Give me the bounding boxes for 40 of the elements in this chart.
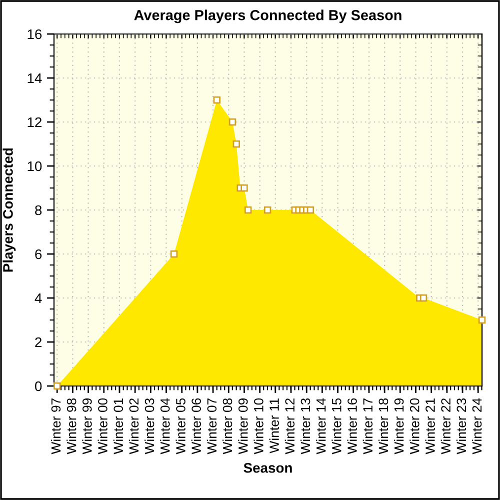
x-tick-label: Winter 01 <box>113 398 124 454</box>
x-tick-label: Winter 24 <box>472 398 482 454</box>
x-tick-label: Winter 18 <box>378 398 388 454</box>
y-tick-label: 14 <box>28 73 42 84</box>
y-tick-label: 6 <box>35 249 42 260</box>
y-tick-label: 10 <box>28 161 42 172</box>
x-tick-label: Winter 07 <box>206 398 217 454</box>
x-tick-label: Winter 17 <box>362 398 373 454</box>
x-tick-label: Winter 23 <box>456 398 466 454</box>
x-tick-label: Winter 14 <box>316 398 326 454</box>
x-axis-title: Season <box>244 462 292 473</box>
y-tick-label: 0 <box>35 381 42 392</box>
y-tick-label: 12 <box>28 117 42 128</box>
x-tick-label: Winter 12 <box>284 398 295 454</box>
chart-title: Average Players Connected By Season <box>134 10 402 24</box>
y-tick-label: 16 <box>28 29 42 40</box>
x-tick-label: Winter 97 <box>50 398 61 454</box>
x-tick-label: Winter 16 <box>347 398 357 454</box>
x-tick-label: Winter 13 <box>300 398 310 454</box>
x-tick-label: Winter 00 <box>98 398 108 454</box>
y-tick-label: 4 <box>34 293 42 304</box>
x-tick-label: Winter 06 <box>191 398 201 454</box>
x-tick-label: Winter 02 <box>128 398 139 454</box>
x-tick-label: Winter 03 <box>144 398 154 454</box>
x-tick-label: Winter 19 <box>394 398 404 454</box>
x-tick-label: Winter 11 <box>269 398 279 454</box>
x-tick-label: Winter 99 <box>82 398 92 454</box>
x-tick-label: Winter 10 <box>254 398 264 454</box>
x-tick-label: Winter 21 <box>425 398 435 454</box>
x-tick-label: Winter 98 <box>66 398 76 454</box>
x-tick-label: Winter 05 <box>176 398 186 454</box>
x-tick-label: Winter 04 <box>160 398 170 454</box>
x-tick-label: Winter 20 <box>410 398 420 454</box>
x-tick-label: Winter 08 <box>222 398 232 454</box>
x-tick-label: Winter 09 <box>238 398 248 454</box>
x-tick-label: Winter 15 <box>332 398 342 454</box>
y-tick-label: 2 <box>35 337 42 348</box>
x-tick-label: Winter 22 <box>440 398 450 454</box>
y-axis-title: Players Connected <box>2 148 16 272</box>
y-tick-label: 8 <box>35 205 42 216</box>
